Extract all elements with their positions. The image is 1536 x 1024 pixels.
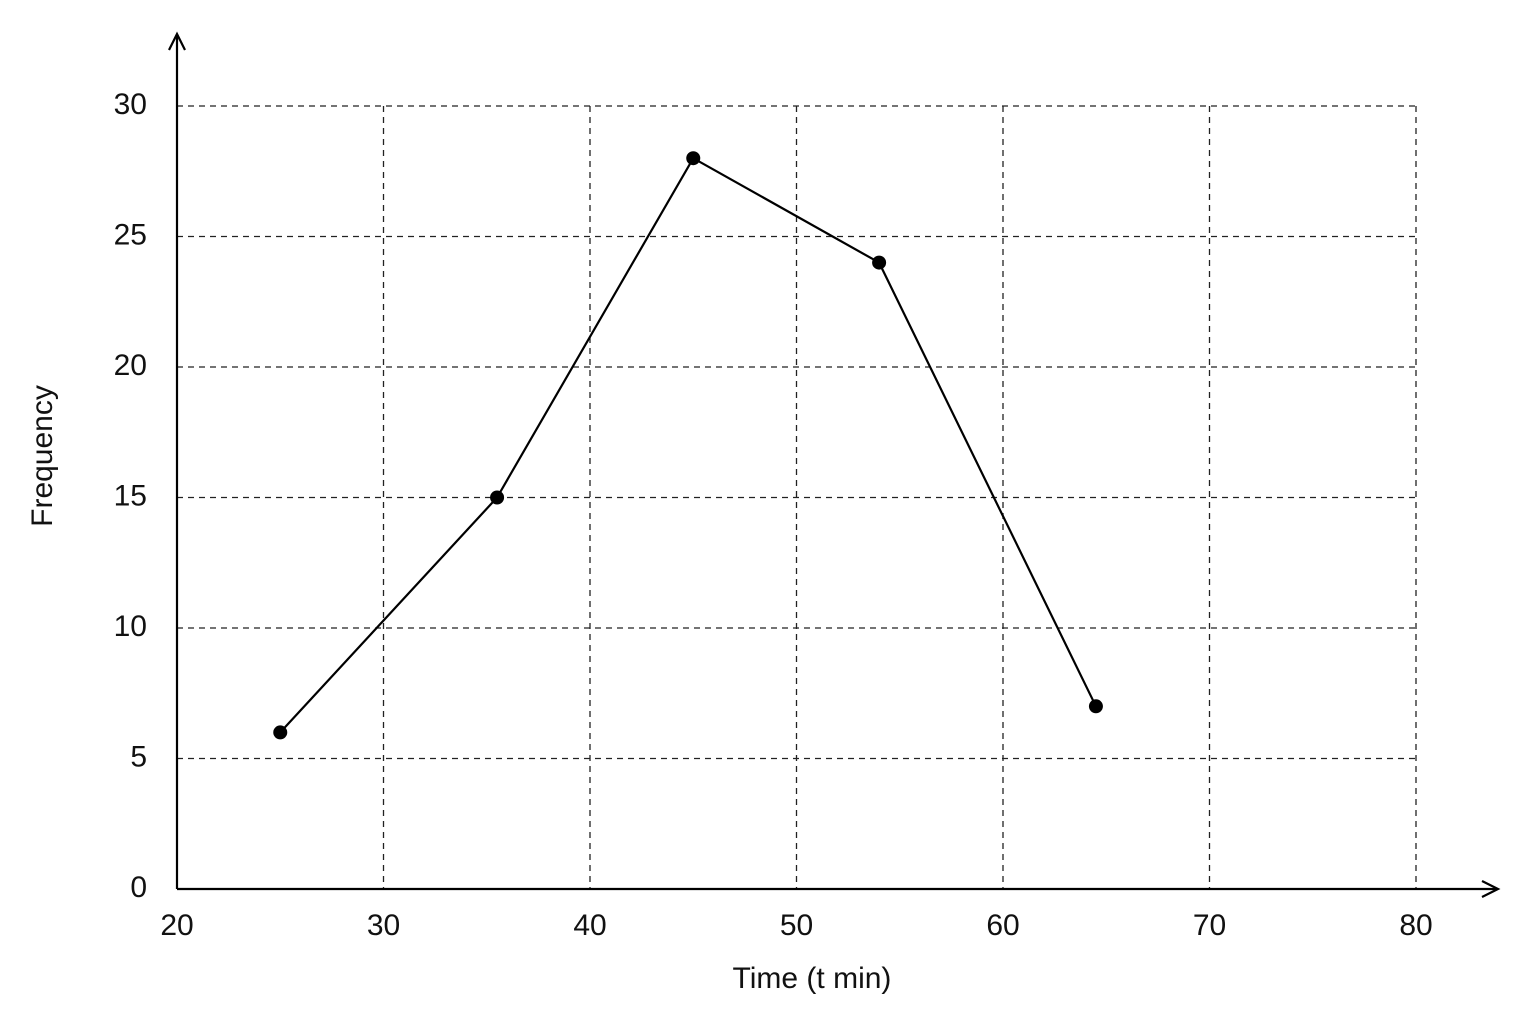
x-tick-label: 70 bbox=[1193, 909, 1226, 942]
x-tick-label: 40 bbox=[573, 909, 606, 942]
x-tick-label: 60 bbox=[986, 909, 1019, 942]
y-tick-label: 15 bbox=[114, 479, 147, 512]
data-point bbox=[1088, 699, 1103, 714]
x-arrow bbox=[1481, 880, 1501, 898]
y-tick-label: 30 bbox=[114, 88, 147, 121]
data-point bbox=[872, 255, 887, 270]
plot bbox=[273, 151, 1103, 740]
y-tick-label: 10 bbox=[114, 610, 147, 643]
y-tick-label: 20 bbox=[114, 349, 147, 382]
data-point bbox=[686, 151, 701, 166]
y-arrow bbox=[168, 31, 186, 51]
y-tick-label: 0 bbox=[130, 871, 147, 904]
x-tick-label: 50 bbox=[780, 909, 813, 942]
x-axis-label: Time (t min) bbox=[733, 962, 892, 995]
axes bbox=[168, 31, 1501, 898]
x-tick-label: 80 bbox=[1399, 909, 1432, 942]
grid bbox=[177, 105, 1417, 889]
x-tick-label: 30 bbox=[367, 909, 400, 942]
data-point bbox=[273, 725, 288, 740]
y-tick-label: 25 bbox=[114, 218, 147, 251]
x-tick-label: 20 bbox=[160, 909, 193, 942]
data-line bbox=[279, 156, 1097, 734]
y-axis-label: Frequency bbox=[26, 385, 59, 527]
data-point bbox=[490, 490, 505, 505]
y-tick-label: 5 bbox=[130, 740, 147, 773]
